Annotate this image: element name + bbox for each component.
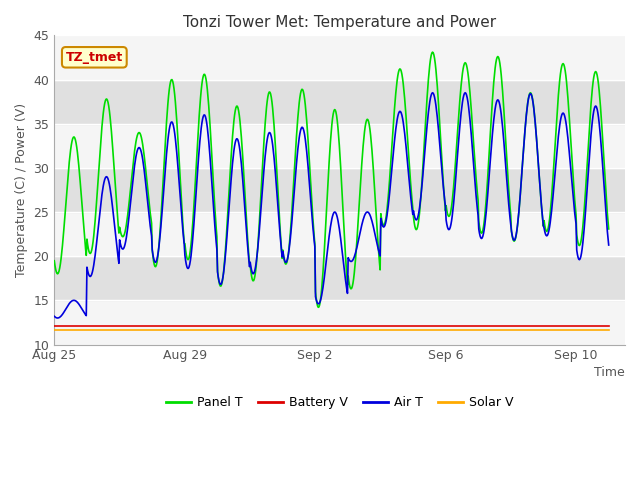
Text: TZ_tmet: TZ_tmet: [66, 51, 123, 64]
Title: Tonzi Tower Met: Temperature and Power: Tonzi Tower Met: Temperature and Power: [183, 15, 496, 30]
Bar: [54, 36, 625, 80]
Text: Time: Time: [595, 366, 625, 379]
Bar: [54, 300, 625, 345]
Bar: [54, 256, 625, 300]
Bar: [54, 124, 625, 168]
Y-axis label: Temperature (C) / Power (V): Temperature (C) / Power (V): [15, 103, 28, 277]
Bar: [54, 212, 625, 256]
Bar: [54, 80, 625, 124]
Bar: [54, 168, 625, 212]
Legend: Panel T, Battery V, Air T, Solar V: Panel T, Battery V, Air T, Solar V: [161, 391, 518, 414]
